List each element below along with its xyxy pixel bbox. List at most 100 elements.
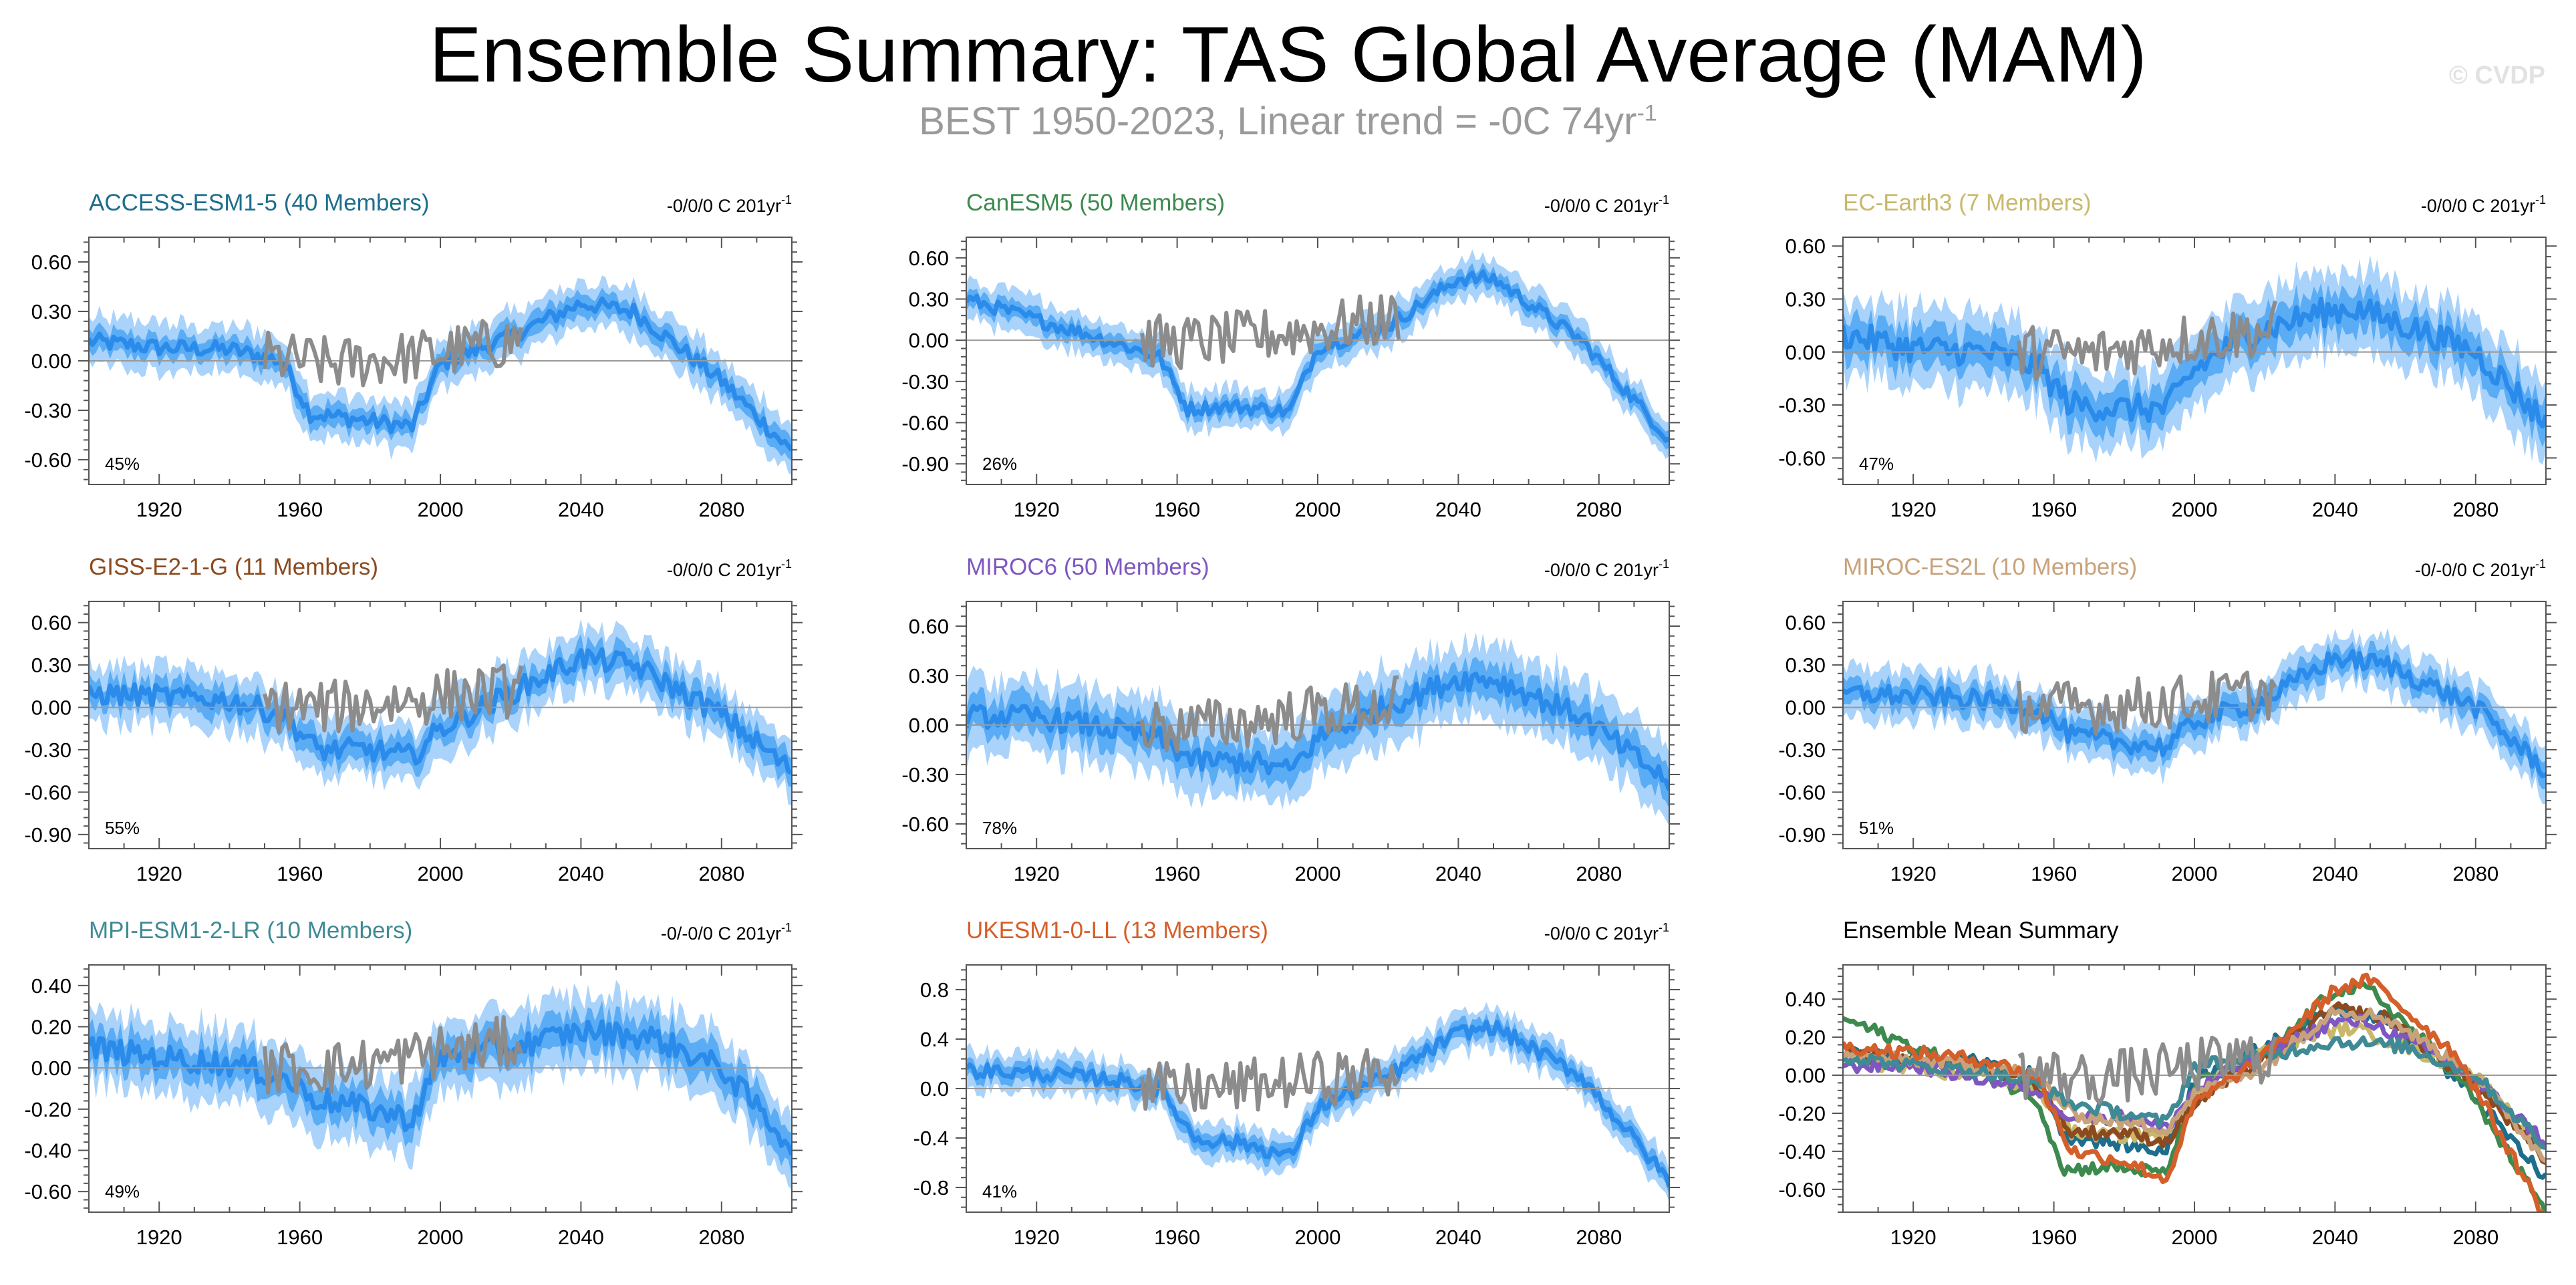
trend-label: -0/0/0 C 201yr-1 [1544, 193, 1669, 216]
panel-8: UKESM1-0-LL (13 Members) -0/0/0 C 201yr-1… [913, 917, 1680, 1249]
plot-area [1843, 972, 2546, 1212]
y-tick-label: 0.4 [920, 1028, 949, 1051]
x-tick-label: 2080 [698, 498, 744, 521]
x-tick-label: 1920 [1890, 862, 1937, 885]
x-tick-label: 2080 [2452, 862, 2498, 885]
y-tick-label: -0.60 [24, 780, 71, 804]
x-tick-label: 1960 [277, 498, 323, 521]
y-tick-label: -0.40 [1778, 1140, 1826, 1163]
panel-9: Ensemble Mean Summary 1920 1960 2000 2040 208… [1778, 917, 2557, 1249]
y-tick-label: -0.90 [901, 452, 949, 476]
panel-7: MPI-ESM1-2-LR (10 Members) -0/-0/0 C 201y… [24, 917, 803, 1249]
y-tick-label: 0.60 [31, 251, 71, 274]
trend-label: -0/0/0 C 201yr-1 [667, 193, 792, 216]
trend-superscript: -1 [1659, 557, 1669, 571]
plot-area [1843, 627, 2546, 805]
x-tick-label: 2080 [1576, 498, 1622, 521]
trend-text: -0/0/0 C 201yr [1544, 923, 1659, 944]
plot-area [89, 980, 792, 1190]
plot-area [966, 631, 1669, 826]
x-tick-label: 1960 [1154, 1226, 1200, 1249]
percent-label: 78% [982, 818, 1017, 838]
x-tick-label: 2080 [2452, 498, 2498, 521]
series-line-miroc-es2l [1843, 1006, 2546, 1163]
y-tick-label: -0.4 [913, 1127, 949, 1150]
y-tick-label: 0.30 [31, 654, 71, 677]
inner-spread-band [966, 1012, 1669, 1195]
y-tick-label: -0.20 [24, 1098, 71, 1121]
trend-text: -0/-0/0 C 201yr [661, 923, 781, 944]
x-tick-label: 2000 [418, 1226, 464, 1249]
subtitle-text: BEST 1950-2023, Linear trend = -0C 74yr [919, 100, 1637, 143]
figure-title: Ensemble Summary: TAS Global Average (MA… [429, 11, 2147, 99]
y-tick-label: 0.00 [1785, 1064, 1826, 1087]
x-tick-label: 1960 [2031, 498, 2077, 521]
plot-area [966, 249, 1669, 459]
panel-3: EC-Earth3 (7 Members) -0/0/0 C 201yr-1 192… [1778, 190, 2557, 521]
x-tick-label: 2000 [1295, 498, 1341, 521]
x-tick-label: 1920 [1014, 862, 1060, 885]
x-tick-label: 1920 [136, 1226, 182, 1249]
y-tick-label: 0.00 [31, 1056, 71, 1080]
ensemble-mean-line [966, 269, 1669, 443]
trend-text: -0/-0/0 C 201yr [2415, 560, 2535, 580]
x-tick-label: 2040 [2312, 498, 2358, 521]
ensemble-mean-line [1843, 649, 2546, 778]
y-tick-label: -0.30 [24, 738, 71, 762]
x-tick-label: 2000 [418, 498, 464, 521]
y-tick-label: -0.90 [24, 823, 71, 847]
trend-superscript: -1 [781, 193, 792, 206]
x-tick-label: 2040 [2312, 1226, 2358, 1249]
x-tick-label: 2000 [2172, 498, 2218, 521]
inner-spread-band [1843, 640, 2546, 790]
y-tick-label: -0.30 [24, 399, 71, 422]
x-tick-label: 2040 [1435, 498, 1481, 521]
x-tick-label: 1960 [277, 862, 323, 885]
y-tick-label: -0.30 [901, 370, 949, 394]
trend-text: -0/0/0 C 201yr [667, 196, 781, 216]
x-tick-label: 2080 [698, 1226, 744, 1249]
y-tick-label: 0.20 [1785, 1026, 1826, 1049]
panel-6: MIROC-ES2L (10 Members) -0/-0/0 C 201yr-1… [1778, 554, 2557, 885]
observations-line [2017, 1035, 2277, 1105]
x-tick-label: 2000 [1295, 1226, 1341, 1249]
y-tick-label: 0.60 [1785, 611, 1826, 635]
trend-text: -0/0/0 C 201yr [1544, 560, 1659, 580]
y-tick-label: 0.40 [31, 974, 71, 998]
y-tick-label: 0.30 [31, 300, 71, 323]
y-tick-label: 0.40 [1785, 988, 1826, 1011]
trend-superscript: -1 [1659, 921, 1669, 934]
y-tick-label: -0.30 [901, 763, 949, 787]
observations-line [1140, 1048, 1401, 1113]
trend-superscript: -1 [781, 557, 792, 571]
y-tick-label: -0.90 [1778, 823, 1826, 847]
y-tick-label: 0.20 [31, 1016, 71, 1039]
panel-title: MIROC6 (50 Members) [966, 554, 1209, 580]
x-tick-label: 2080 [698, 862, 744, 885]
y-tick-label: 0.00 [31, 696, 71, 720]
x-tick-label: 2000 [2172, 1226, 2218, 1249]
y-tick-label: -0.60 [1778, 1178, 1826, 1201]
trend-label: -0/-0/0 C 201yr-1 [2415, 557, 2546, 580]
y-tick-label: 0.0 [920, 1077, 949, 1101]
x-tick-label: 2040 [558, 862, 604, 885]
trend-text: -0/0/0 C 201yr [2421, 196, 2535, 216]
x-tick-label: 2040 [2312, 862, 2358, 885]
panel-title: MPI-ESM1-2-LR (10 Members) [89, 917, 412, 944]
x-tick-label: 1960 [1154, 862, 1200, 885]
panel-title: MIROC-ES2L (10 Members) [1843, 554, 2137, 580]
inner-spread-band [1843, 283, 2546, 448]
percent-label: 47% [1859, 454, 1894, 474]
y-tick-label: -0.60 [1778, 780, 1826, 804]
inner-spread-band [966, 262, 1669, 450]
x-tick-label: 2040 [558, 498, 604, 521]
ensemble-mean-line [89, 296, 792, 452]
trend-label: -0/0/0 C 201yr-1 [667, 557, 792, 580]
percent-label: 49% [105, 1181, 140, 1201]
observations-line [2017, 300, 2277, 382]
y-tick-label: -0.60 [24, 1180, 71, 1203]
percent-label: 41% [982, 1181, 1017, 1201]
trend-superscript: -1 [2535, 193, 2546, 206]
trend-label: -0/0/0 C 201yr-1 [1544, 557, 1669, 580]
x-tick-label: 2040 [558, 1226, 604, 1249]
